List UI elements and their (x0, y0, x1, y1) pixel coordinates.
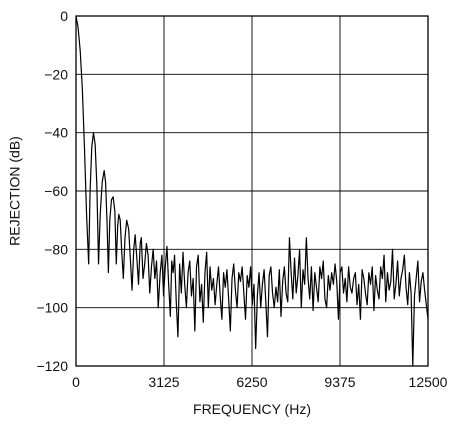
x-tick-label: 3125 (148, 374, 179, 390)
x-axis-label: FREQUENCY (Hz) (193, 401, 311, 417)
y-axis-label: REJECTION (dB) (7, 136, 23, 246)
y-tick-label: −120 (36, 358, 68, 374)
y-tick-label: −20 (44, 66, 68, 82)
x-tick-label: 0 (72, 374, 80, 390)
y-tick-label: −100 (36, 300, 68, 316)
y-tick-label: 0 (60, 8, 68, 24)
y-tick-label: −60 (44, 183, 68, 199)
x-tick-label: 12500 (409, 374, 448, 390)
x-tick-label: 6250 (236, 374, 267, 390)
y-tick-label: −40 (44, 125, 68, 141)
y-tick-label: −80 (44, 241, 68, 257)
x-tick-label: 9375 (324, 374, 355, 390)
